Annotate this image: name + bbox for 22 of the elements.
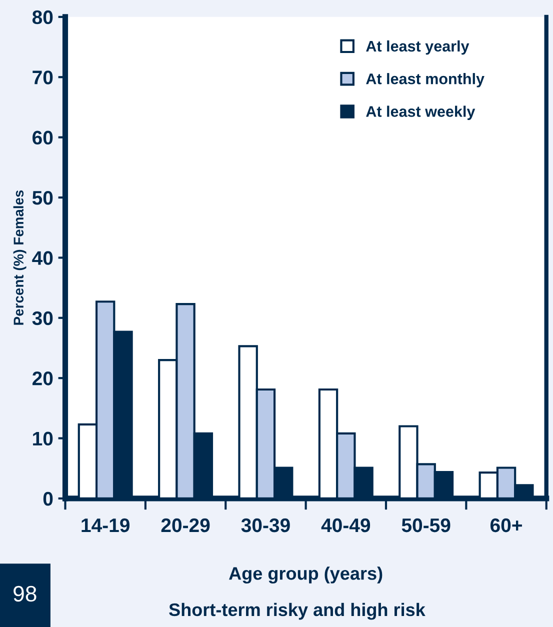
x-tick-label: 14-19: [82, 518, 130, 532]
y-tick-label: 0: [43, 492, 53, 506]
legend-label: At least monthly: [366, 73, 484, 88]
text: 98: [14, 586, 36, 602]
y-tick-label: 20: [32, 372, 53, 386]
legend-label: At least weekly: [366, 106, 476, 120]
y-tick-label: 60: [32, 130, 53, 145]
x-tick-label: 60+: [490, 518, 522, 532]
x-tick-label: 50-59: [402, 518, 450, 532]
y-tick-label: 40: [32, 251, 53, 265]
y-tick-label: 50: [32, 190, 53, 205]
text: Short-term risky and high risk: [169, 602, 426, 620]
y-tick-label: 10: [33, 432, 53, 446]
y-tick-label: 70: [32, 70, 53, 84]
legend-label: At least yearly: [366, 40, 470, 55]
y-tick-label: 80: [32, 10, 53, 24]
x-axis-title: Age group (years): [229, 566, 382, 584]
y-axis-title: Percent (%) Females: [13, 190, 26, 325]
x-tick-label: 40-49: [321, 518, 370, 532]
x-tick-label: 20-29: [161, 518, 210, 532]
x-tick-label: 30-39: [241, 518, 290, 532]
y-tick-label: 30: [32, 311, 53, 326]
